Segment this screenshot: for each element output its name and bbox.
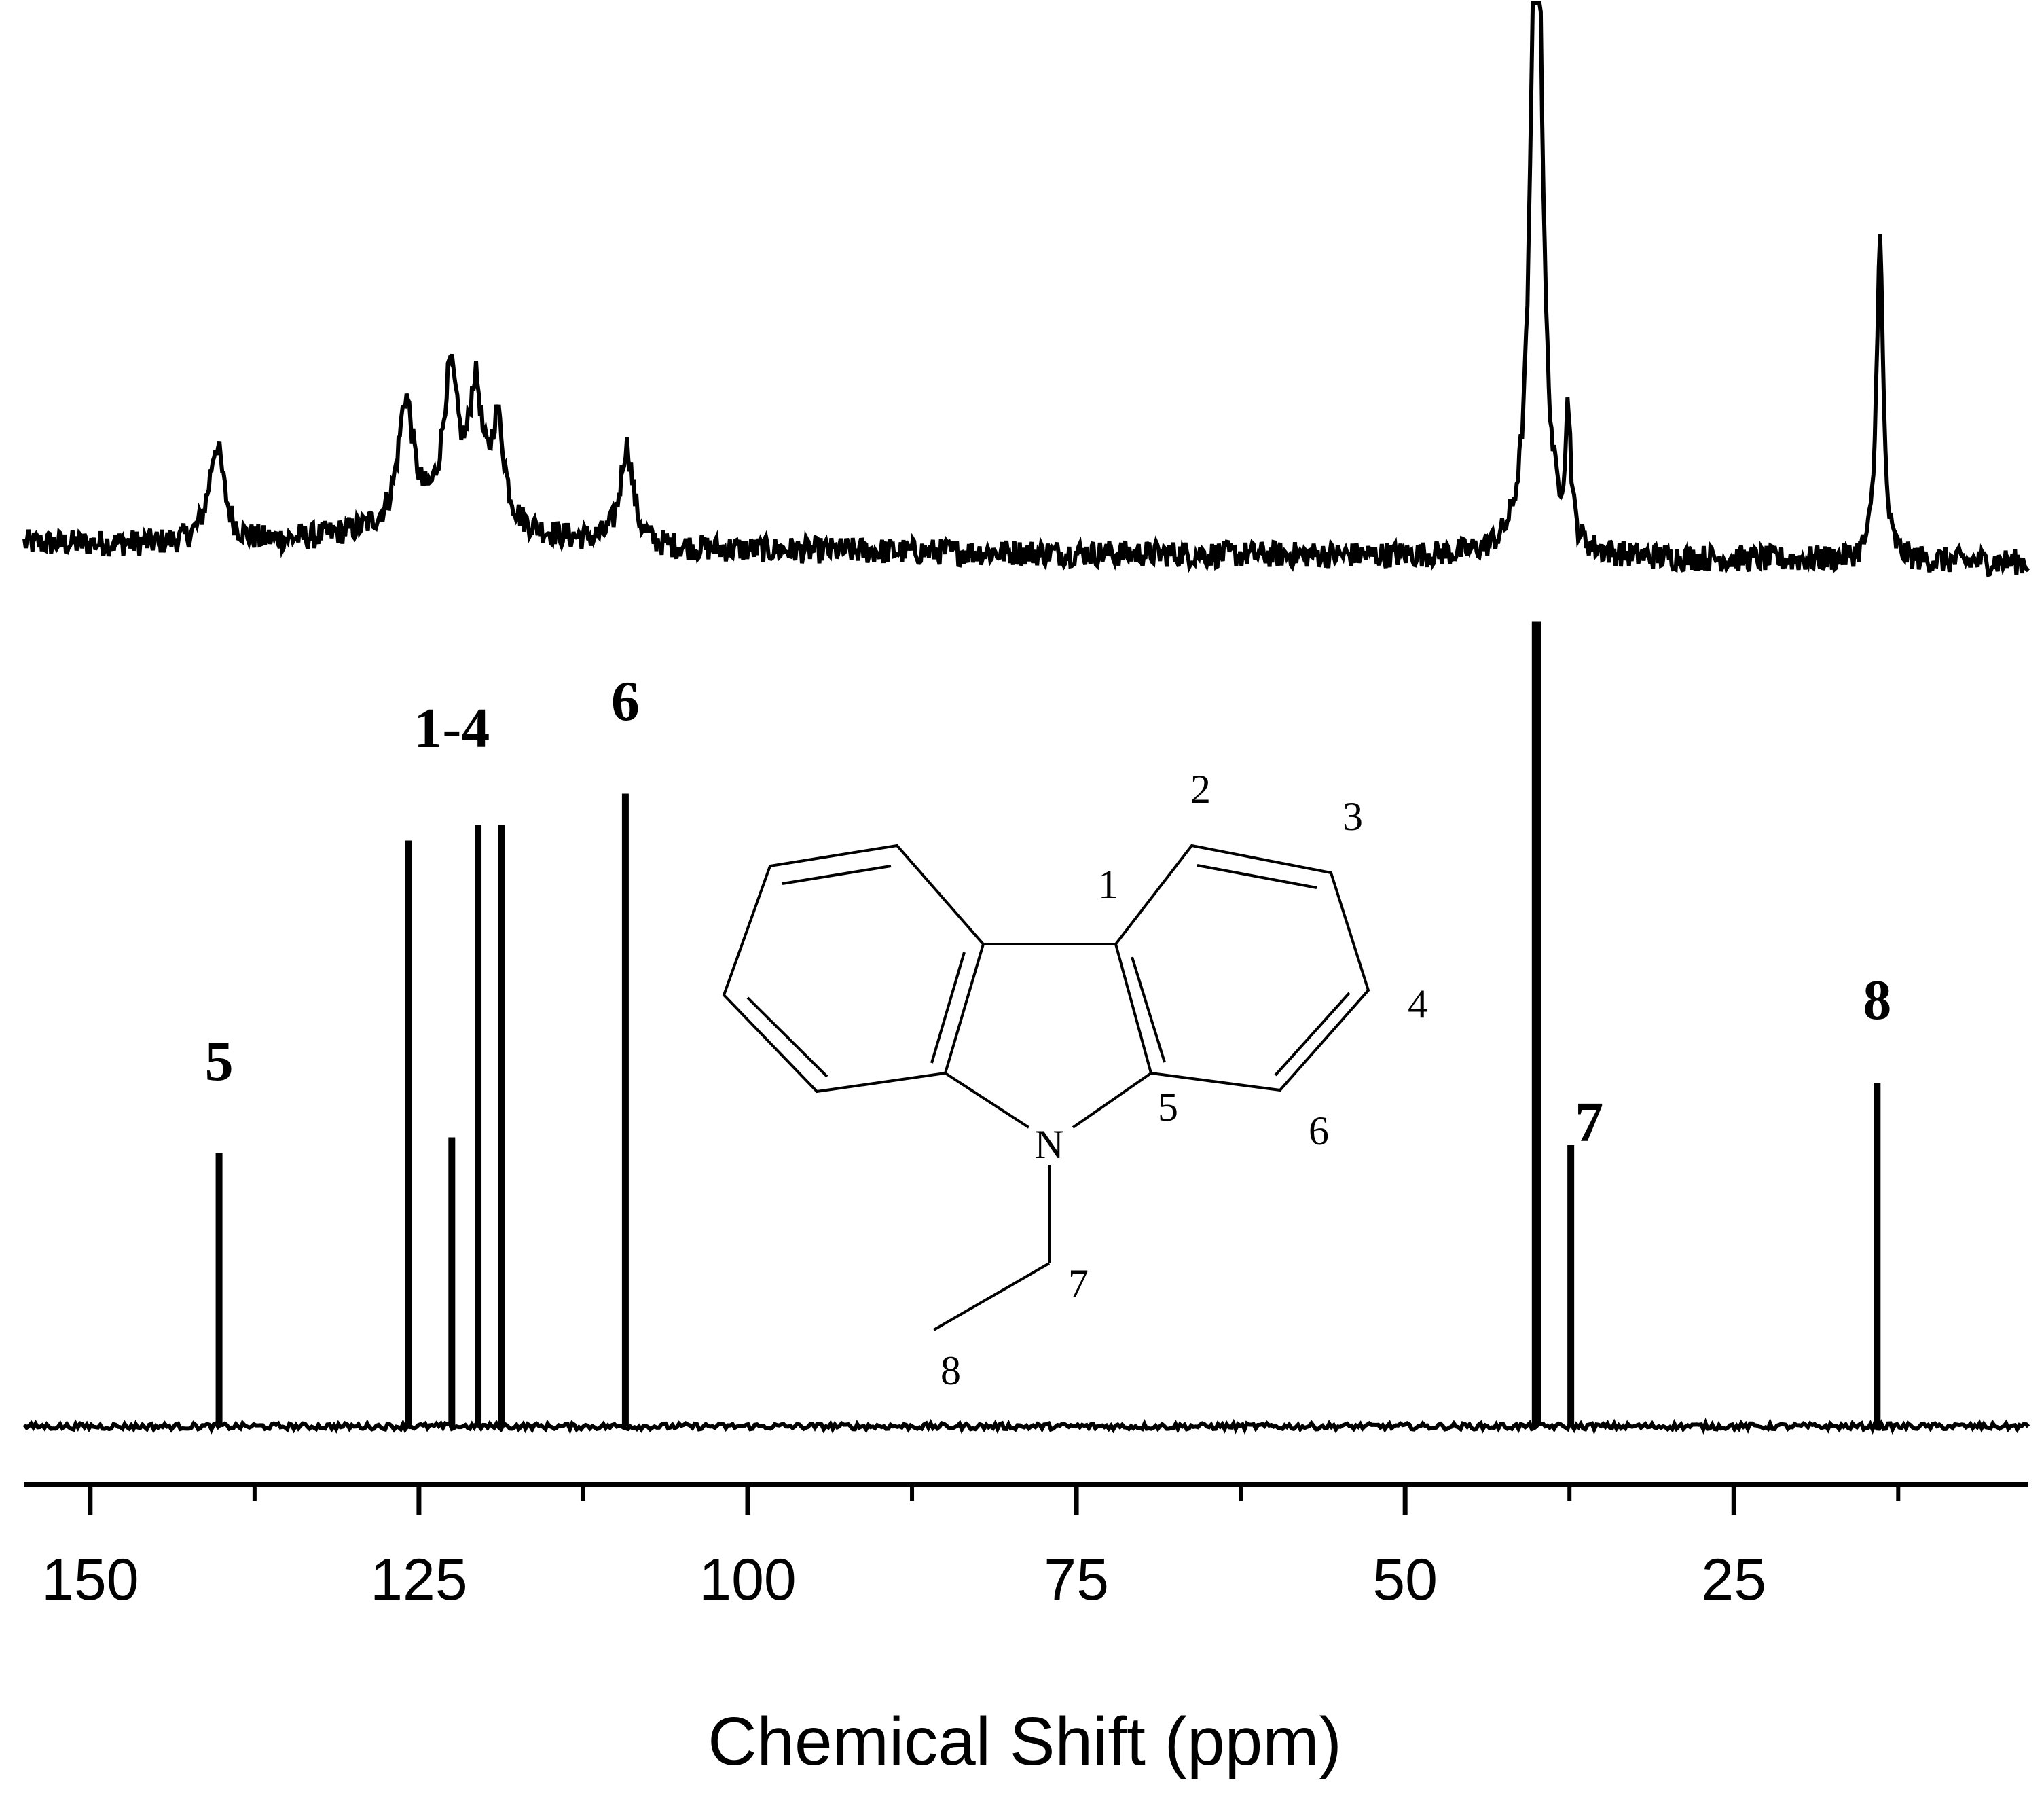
right-ring-double-bond-3 [1274, 992, 1351, 1077]
x-tick-label: 25 [1701, 1547, 1766, 1612]
molecule-labels: N 1 2 3 4 5 6 7 8 [941, 767, 1428, 1393]
bottom-baseline [22, 1418, 2030, 1435]
five-ring-left-n-bond [944, 1072, 1030, 1129]
right-ring-double-bond-2 [1197, 864, 1317, 889]
atom-label-4: 4 [1408, 981, 1428, 1026]
top-spectrum-trace [22, 1, 2030, 577]
peak-label: 6 [611, 670, 640, 733]
atom-label-n: N [1034, 1122, 1063, 1167]
x-tick-label: 75 [1044, 1547, 1109, 1612]
n-ethylcarbazole-structure [722, 844, 1370, 1331]
top-spectrum-panel [22, 1, 2030, 577]
x-tick-label: 50 [1372, 1547, 1438, 1612]
x-tick-label: 125 [370, 1547, 468, 1612]
left-benzene-ring [722, 844, 985, 1094]
x-axis-ticks: 150 125 100 75 50 25 [41, 1485, 1901, 1612]
atom-label-7: 7 [1068, 1261, 1089, 1306]
atom-label-1: 1 [1098, 862, 1118, 907]
left-ring-double-bond-3 [930, 952, 966, 1064]
peak-label: 7 [1575, 1091, 1603, 1154]
ch2-ch3-bond [933, 1262, 1050, 1331]
atom-label-3: 3 [1343, 794, 1363, 839]
atom-label-5: 5 [1158, 1085, 1178, 1130]
atom-label-8: 8 [941, 1348, 961, 1393]
right-ring-double-bond-1 [1131, 956, 1166, 1063]
right-benzene-ring [1114, 844, 1370, 1092]
peak-label: 5 [205, 1030, 234, 1093]
peak-label: 1-4 [414, 697, 490, 760]
x-axis-title: Chemical Shift (ppm) [708, 1703, 1342, 1780]
left-ring-double-bond-1 [782, 865, 892, 885]
five-ring-right-n-bond [1072, 1072, 1152, 1129]
atom-label-2: 2 [1190, 767, 1211, 812]
left-ring-double-bond-2 [746, 996, 828, 1078]
x-axis: 150 125 100 75 50 25 Chemical Shift (ppm) [24, 1482, 2028, 1780]
x-tick-label: 100 [699, 1547, 797, 1612]
peak-label: 8 [1863, 969, 1891, 1032]
bottom-spectrum-panel [22, 621, 2030, 1435]
peak-labels: 5 1-4 6 7 8 [205, 670, 1892, 1154]
x-tick-label: 150 [41, 1547, 139, 1612]
atom-label-6: 6 [1309, 1108, 1329, 1153]
